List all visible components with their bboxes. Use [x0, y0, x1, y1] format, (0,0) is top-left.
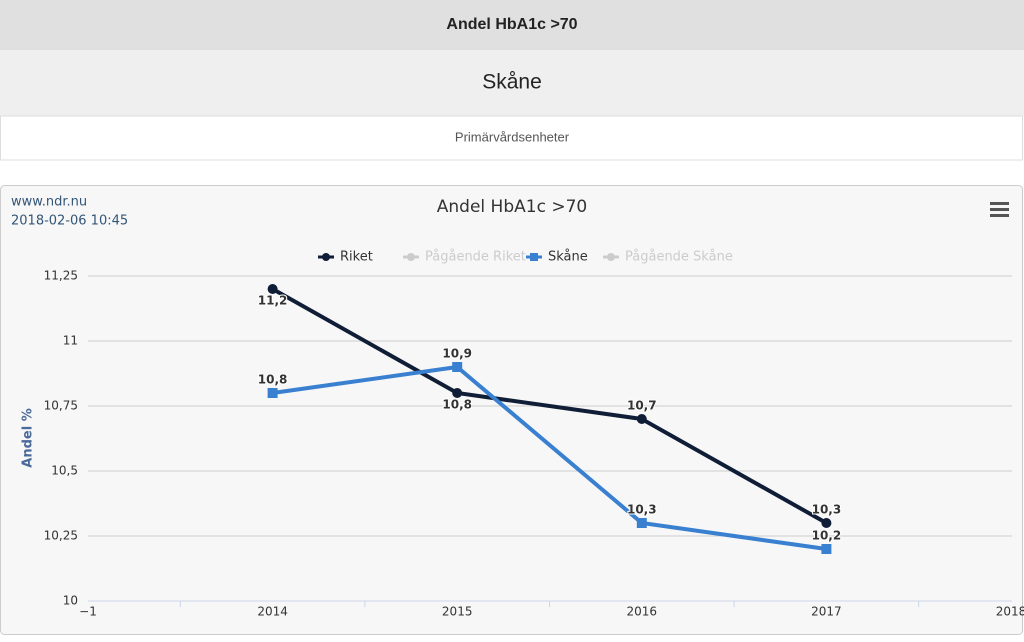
- source: www.ndr.nu: [11, 195, 87, 210]
- data-label: 10,3: [812, 503, 842, 517]
- data-label: 10,7: [627, 399, 657, 413]
- subtitle-bar: [0, 115, 1023, 161]
- date: 2018-02-06 10:45: [11, 214, 128, 229]
- y-tick-label: 11: [63, 334, 78, 348]
- legend-item[interactable]: Pågående Skåne: [603, 250, 733, 265]
- data-label: 11,2: [258, 294, 288, 308]
- x-tick-label: 2017: [811, 605, 842, 619]
- header-title: Andel HbA1c >70: [446, 16, 577, 33]
- y-tick-label: 10: [63, 594, 78, 608]
- y-tick-label: 11,25: [44, 269, 78, 283]
- legend-label: Skåne: [548, 250, 588, 265]
- legend-marker: [530, 253, 538, 261]
- y-axis-label: Andel %: [21, 408, 36, 467]
- x-tick-label: 2014: [257, 605, 288, 619]
- data-label: 10,8: [258, 373, 288, 387]
- header-bar: [0, 0, 1024, 50]
- marker: [452, 388, 463, 398]
- marker: [636, 414, 647, 424]
- legend-marker: [322, 253, 330, 261]
- marker: [636, 518, 647, 528]
- x-tick-label: −1: [79, 605, 97, 619]
- legend-marker: [407, 253, 415, 261]
- x-tick-label: 2018: [996, 605, 1024, 619]
- region[interactable]: Skåne: [482, 71, 542, 94]
- data-label: 10,2: [812, 529, 842, 543]
- legend-marker: [607, 253, 615, 261]
- y-tick-label: 10,75: [44, 399, 78, 413]
- marker: [821, 544, 832, 554]
- data-label: 10,9: [442, 347, 472, 361]
- x-tick-label: 2015: [442, 605, 473, 619]
- chart-title: Andel HbA1c >70: [437, 197, 587, 217]
- series-line: [271, 287, 828, 525]
- chart-box: [0, 185, 1023, 635]
- data-label: 10,3: [627, 503, 657, 517]
- legend-item[interactable]: Pågående Riket: [403, 250, 526, 265]
- data-label: 10,8: [442, 398, 472, 412]
- marker: [821, 518, 832, 528]
- legend-item[interactable]: Riket: [318, 250, 373, 265]
- region-bar: [0, 50, 1024, 116]
- legend-item[interactable]: Skåne: [526, 250, 588, 265]
- subtitle[interactable]: Primärvårdsenheter: [455, 129, 570, 144]
- legend-label: Pågående Riket: [425, 250, 526, 265]
- menu-button[interactable]: [990, 202, 1009, 217]
- menu-line: [990, 202, 1009, 205]
- marker: [452, 362, 463, 372]
- legend-label: Pågående Skåne: [625, 250, 733, 265]
- x-tick-label: 2016: [627, 605, 658, 619]
- menu-line: [990, 208, 1009, 211]
- marker: [267, 284, 278, 294]
- marker: [267, 388, 278, 398]
- y-tick-label: 10,5: [51, 464, 78, 478]
- series-line: [272, 364, 827, 551]
- menu-line: [990, 214, 1009, 217]
- legend-label: Riket: [340, 250, 373, 265]
- y-tick-label: 10,25: [44, 529, 78, 543]
